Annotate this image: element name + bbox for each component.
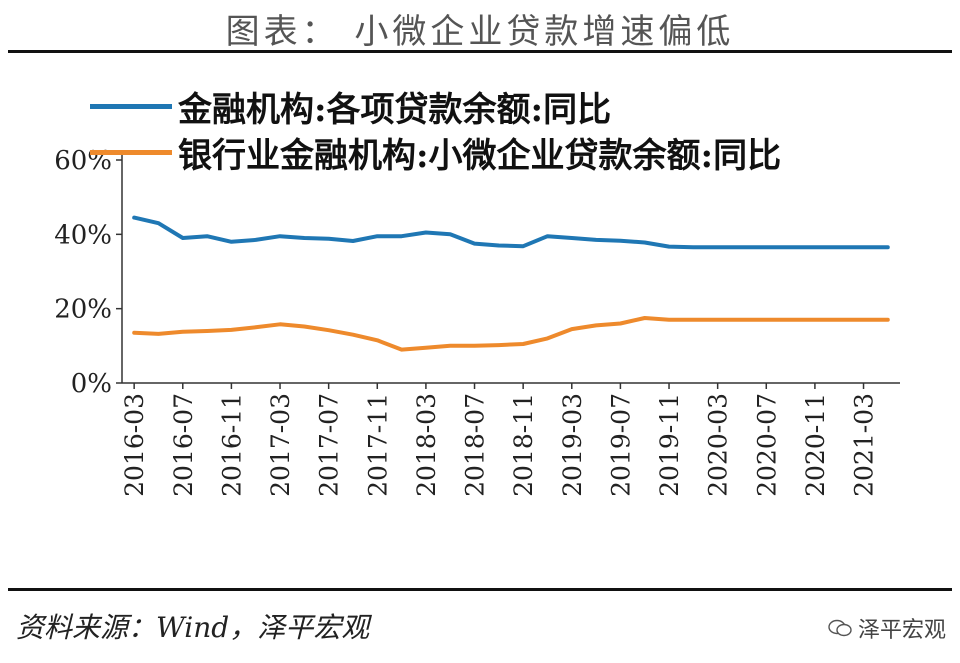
- x-tick-label: 2019-11: [655, 393, 684, 497]
- legend-label-series-1: 金融机构:各项贷款余额:同比: [178, 89, 612, 130]
- x-tick-label: 2019-03: [558, 393, 587, 497]
- watermark: 泽平宏观: [828, 612, 946, 644]
- legend: 金融机构:各项贷款余额:同比 银行业金融机构:小微企业贷款余额:同比: [90, 84, 781, 176]
- source-note: 资料来源：Wind，泽平宏观: [16, 611, 370, 644]
- y-tick-label: 20%: [54, 295, 112, 325]
- legend-swatch-series-1: [90, 103, 172, 109]
- x-tick-label: 2018-03: [412, 393, 441, 497]
- x-tick-label: 2016-11: [217, 393, 246, 497]
- x-tick-label: 2020-11: [801, 393, 830, 497]
- x-tick-label: 2017-07: [315, 393, 344, 497]
- series-line-1: [132, 215, 890, 250]
- legend-item-series-2: 银行业金融机构:小微企业贷款余额:同比: [90, 130, 782, 176]
- chat-bubble-icon: [828, 619, 852, 637]
- x-tick-label: 2017-11: [363, 393, 392, 497]
- series-line-2: [132, 316, 890, 352]
- chart-title: 图表： 小微企业贷款增速偏低: [225, 12, 735, 52]
- x-tick-label: 2017-03: [266, 393, 295, 497]
- x-tick-label: 2020-07: [752, 393, 781, 497]
- x-tick-label: 2018-07: [461, 393, 490, 497]
- x-tick-label: 2019-07: [606, 393, 635, 497]
- y-tick-label: 40%: [54, 220, 112, 250]
- legend-item-series-1: 金融机构:各项贷款余额:同比: [90, 84, 781, 130]
- top-rule: [8, 50, 952, 53]
- watermark-text: 泽平宏观: [857, 618, 946, 643]
- x-tick-label: 2016-03: [120, 393, 149, 497]
- x-tick-label: 2016-07: [169, 393, 198, 497]
- x-tick-label: 2020-03: [704, 393, 733, 497]
- x-tick-label: 2021-03: [850, 393, 879, 497]
- x-tick-label: 2018-11: [509, 393, 538, 497]
- legend-swatch-series-2: [90, 149, 172, 155]
- bottom-rule: [8, 588, 952, 591]
- legend-label-series-2: 银行业金融机构:小微企业贷款余额:同比: [178, 135, 782, 176]
- y-tick-label: 0%: [71, 369, 112, 399]
